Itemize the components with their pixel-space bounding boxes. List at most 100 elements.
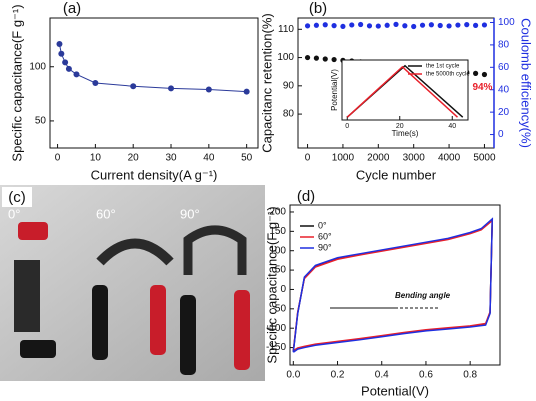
device-bent-90 bbox=[183, 225, 247, 275]
point bbox=[340, 23, 346, 30]
y-axis-label: Specific capacitance(F g⁻¹) bbox=[9, 4, 24, 161]
panel-label: (d) bbox=[297, 188, 315, 205]
legend-label: 90° bbox=[318, 242, 332, 252]
point bbox=[481, 22, 488, 28]
point bbox=[313, 55, 319, 61]
point bbox=[393, 21, 399, 27]
y-tick-label: 100 bbox=[29, 61, 46, 72]
y-tick-label: 150 bbox=[269, 226, 286, 237]
point bbox=[428, 22, 434, 28]
y-tick-label: 80 bbox=[283, 109, 295, 120]
y-tick-label: -150 bbox=[266, 342, 286, 353]
x-tick-label: 0 bbox=[55, 153, 61, 164]
label-box bbox=[2, 187, 32, 207]
legend-label: the 1st cycle bbox=[426, 64, 460, 70]
angle-label: 90° bbox=[180, 206, 200, 221]
point bbox=[349, 22, 355, 28]
legend-label: 60° bbox=[318, 231, 332, 241]
point bbox=[411, 23, 417, 30]
angle-label: 60° bbox=[96, 206, 116, 221]
x-tick-label: 0.4 bbox=[375, 370, 389, 381]
point bbox=[464, 22, 470, 28]
x-tick-label: 0.8 bbox=[463, 370, 477, 381]
point bbox=[304, 23, 311, 29]
x-tick-label: 20 bbox=[128, 153, 140, 164]
y-axis-label: Specific capacitance(F g⁻¹) bbox=[264, 206, 279, 363]
panel-label: (c) bbox=[8, 189, 26, 206]
point bbox=[375, 23, 381, 29]
x-tick-label: 50 bbox=[241, 153, 253, 164]
series-line bbox=[58, 43, 247, 93]
annotation: Bending angle bbox=[395, 291, 451, 300]
y-tick-label: 0 bbox=[280, 284, 286, 295]
point bbox=[366, 23, 373, 29]
x-tick-label: 0.0 bbox=[286, 370, 300, 381]
point bbox=[92, 80, 99, 86]
x-tick-label: 40 bbox=[448, 123, 456, 130]
clip-black bbox=[20, 340, 56, 358]
x-tick-label: 4000 bbox=[438, 153, 461, 164]
point bbox=[168, 85, 175, 92]
y-tick-label: -50 bbox=[272, 303, 287, 314]
legend-label: 0° bbox=[318, 220, 327, 230]
x-tick-label: 20 bbox=[396, 123, 404, 130]
photo-panel: (c) 0° 60° 90° bbox=[0, 185, 265, 381]
clip-red bbox=[234, 290, 250, 370]
y2-axis-label: Coulomb efficiency(%) bbox=[519, 18, 534, 148]
panel-label: (a) bbox=[63, 0, 81, 17]
plot-frame bbox=[49, 17, 259, 149]
point bbox=[455, 22, 461, 28]
y-tick-label: 200 bbox=[269, 207, 286, 218]
y2-tick-label: 60 bbox=[498, 62, 510, 73]
x-tick-label: 1000 bbox=[332, 153, 355, 164]
x-axis-label: Current density(A g⁻¹) bbox=[91, 167, 218, 182]
x-tick-label: 5000 bbox=[473, 153, 496, 164]
y-tick-label: 110 bbox=[278, 24, 294, 35]
point bbox=[473, 70, 479, 76]
clip-red bbox=[18, 222, 48, 240]
point bbox=[331, 56, 337, 63]
point bbox=[205, 86, 212, 93]
x-axis-label: Time(s) bbox=[392, 129, 419, 138]
point bbox=[322, 56, 328, 62]
y-tick-label: 90 bbox=[283, 80, 295, 91]
y-tick-label: 50 bbox=[35, 116, 47, 127]
point bbox=[437, 22, 443, 29]
point bbox=[65, 65, 72, 72]
y2-tick-label: 40 bbox=[498, 84, 510, 95]
point bbox=[358, 21, 364, 28]
x-tick-label: 3000 bbox=[403, 153, 426, 164]
y-tick-label: -100 bbox=[266, 323, 286, 334]
series-line bbox=[346, 65, 459, 118]
x-tick-label: 0.6 bbox=[419, 370, 433, 381]
point bbox=[331, 23, 337, 29]
y-tick-label: 100 bbox=[269, 245, 286, 256]
y-axis-label: Potential(V) bbox=[330, 69, 339, 111]
point bbox=[62, 59, 69, 66]
clip-red bbox=[150, 285, 166, 355]
point bbox=[322, 22, 328, 28]
device-bent-60 bbox=[96, 238, 174, 266]
x-tick-label: 0.2 bbox=[331, 370, 345, 381]
point bbox=[58, 50, 65, 57]
y2-tick-label: 100 bbox=[498, 17, 515, 28]
point bbox=[402, 23, 408, 29]
point bbox=[130, 83, 137, 90]
series-line bbox=[292, 217, 494, 353]
x-axis-label: Cycle number bbox=[356, 167, 437, 182]
point bbox=[313, 22, 319, 28]
device-flat bbox=[14, 260, 40, 332]
point bbox=[56, 41, 63, 47]
panel-label: (b) bbox=[309, 0, 327, 17]
y2-tick-label: 0 bbox=[498, 129, 504, 140]
clip-black bbox=[92, 285, 108, 360]
angle-label: 0° bbox=[8, 206, 20, 221]
point bbox=[419, 22, 426, 28]
point bbox=[73, 71, 80, 78]
y-tick-label: 100 bbox=[277, 52, 294, 63]
plot-frame bbox=[289, 204, 501, 366]
x-tick-label: 0 bbox=[345, 123, 349, 130]
point bbox=[473, 22, 479, 28]
